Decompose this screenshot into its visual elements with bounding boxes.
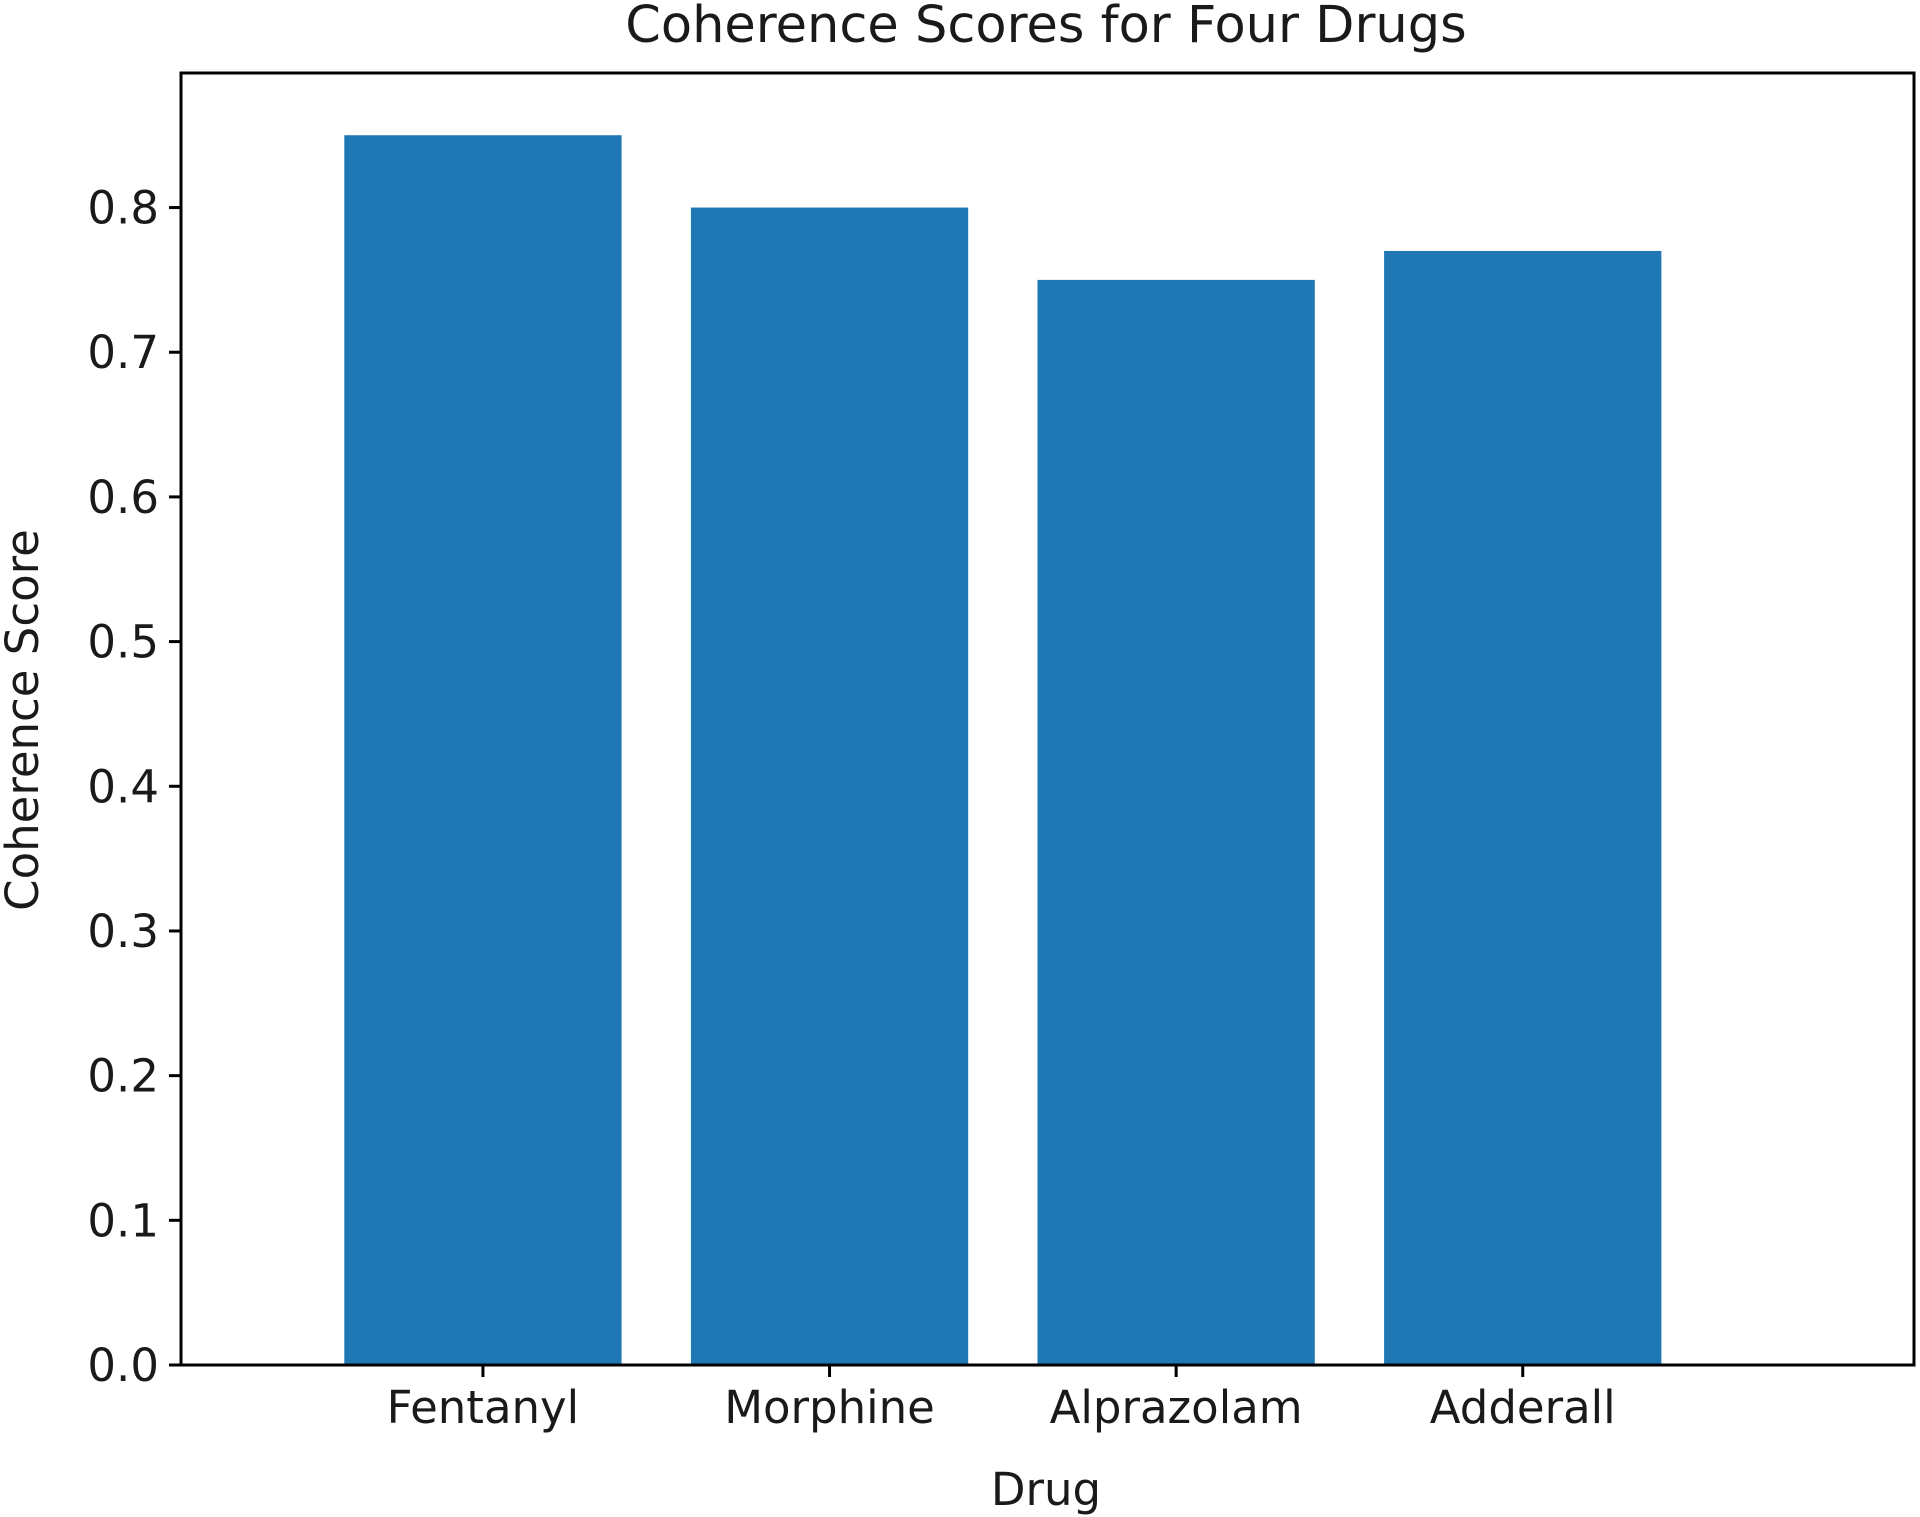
- y-tick-label: 0.3: [87, 905, 159, 958]
- bar-fentanyl: [344, 135, 622, 1365]
- y-tick-label: 0.5: [87, 616, 159, 669]
- x-tick-label-fentanyl: Fentanyl: [387, 1381, 580, 1434]
- bars-group: [344, 135, 1662, 1366]
- chart-title: Coherence Scores for Four Drugs: [625, 0, 1466, 55]
- y-axis-label: Coherence Score: [0, 529, 49, 911]
- x-tick-label-adderall: Adderall: [1430, 1381, 1616, 1434]
- x-tick-label-morphine: Morphine: [724, 1381, 935, 1434]
- plot-frame: [179, 71, 1916, 1367]
- bar-alprazolam: [1037, 279, 1315, 1366]
- x-axis-label: Drug: [991, 1463, 1101, 1516]
- y-tick-label: 0.6: [87, 471, 159, 524]
- y-tick-label: 0.7: [87, 326, 159, 379]
- y-tick-label: 0.0: [87, 1339, 159, 1392]
- bar-morphine: [690, 207, 969, 1365]
- y-tick-label: 0.1: [87, 1194, 159, 1247]
- y-tick-label: 0.8: [87, 182, 159, 235]
- x-axis-ticks: Fentanyl Morphine Alprazolam Adderall: [387, 1365, 1616, 1434]
- x-tick-label-alprazolam: Alprazolam: [1050, 1381, 1303, 1434]
- bar-adderall: [1384, 250, 1662, 1366]
- y-tick-label: 0.4: [87, 760, 159, 813]
- y-tick-label: 0.2: [87, 1050, 159, 1103]
- y-axis-ticks: 0.0 0.1 0.2 0.3 0.4 0.5 0.6 0.7 0.8: [87, 182, 181, 1392]
